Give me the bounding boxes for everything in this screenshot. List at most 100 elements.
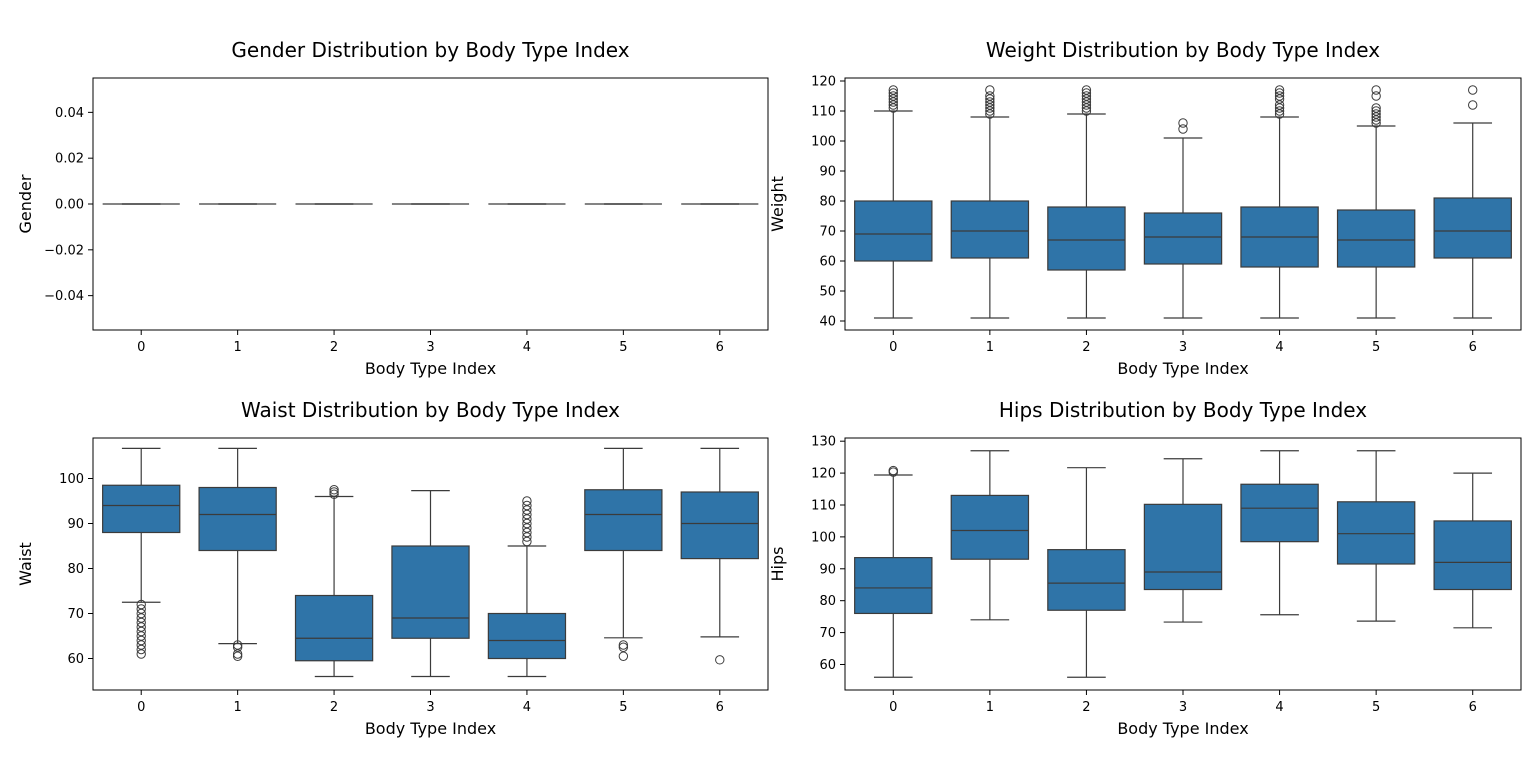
x-tick-label: 5 bbox=[1372, 700, 1380, 715]
chart-panel-0: Gender Distribution by Body Type Index Bo… bbox=[16, 38, 769, 378]
y-tick-label: −0.04 bbox=[44, 289, 84, 304]
outlier-point bbox=[1178, 118, 1188, 128]
y-tick-label: 90 bbox=[819, 165, 836, 180]
plot-area-frame bbox=[92, 437, 769, 691]
iqr-box bbox=[102, 484, 181, 534]
x-tick-label: 1 bbox=[986, 700, 994, 715]
outlier-point bbox=[136, 640, 146, 650]
outlier-point bbox=[522, 505, 532, 515]
x-axis-label: Body Type Index bbox=[365, 719, 496, 738]
y-axis-label: Hips bbox=[768, 547, 787, 582]
outlier-point bbox=[136, 617, 146, 628]
plot-area-frame bbox=[844, 77, 1522, 331]
iqr-box bbox=[680, 491, 759, 560]
box-6 bbox=[1433, 472, 1512, 629]
iqr-box bbox=[584, 489, 663, 552]
x-tick-label: 2 bbox=[330, 700, 338, 715]
x-tick-label: 0 bbox=[889, 340, 897, 355]
iqr-box bbox=[391, 545, 470, 639]
outlier-point bbox=[136, 635, 146, 646]
box-6 bbox=[1433, 85, 1512, 319]
box-4 bbox=[487, 496, 567, 678]
outlier-point bbox=[1274, 103, 1285, 113]
outlier-point bbox=[888, 465, 898, 476]
outlier-point bbox=[329, 487, 339, 497]
outlier-point bbox=[232, 642, 243, 652]
outlier-point bbox=[136, 613, 146, 623]
outlier-point bbox=[618, 651, 629, 661]
y-tick-label: 110 bbox=[811, 105, 836, 120]
outlier-point bbox=[136, 622, 146, 632]
outlier-point bbox=[888, 85, 898, 95]
y-tick-label: 70 bbox=[67, 607, 84, 622]
x-tick-label: 2 bbox=[1082, 700, 1090, 715]
chart-panel-1: Weight Distribution by Body Type Index Bo… bbox=[768, 38, 1522, 378]
outlier-point bbox=[985, 106, 995, 116]
box-1 bbox=[950, 450, 1030, 621]
chart-title: Waist Distribution by Body Type Index bbox=[241, 398, 620, 422]
x-axis-label: Body Type Index bbox=[365, 359, 496, 378]
outlier-point bbox=[1274, 85, 1285, 95]
iqr-box bbox=[1336, 501, 1416, 565]
outlier-point bbox=[1371, 106, 1381, 116]
outlier-point bbox=[985, 94, 995, 104]
outlier-point bbox=[1371, 118, 1381, 128]
outlier-point bbox=[1468, 100, 1478, 110]
y-axis-label: Weight bbox=[768, 176, 787, 232]
outlier-point bbox=[1081, 97, 1092, 107]
y-tick-label: 60 bbox=[67, 652, 84, 667]
x-tick-label: 1 bbox=[234, 340, 242, 355]
y-tick-label: 80 bbox=[819, 195, 836, 210]
y-tick-label: 0.02 bbox=[55, 152, 84, 167]
y-tick-label: 0.04 bbox=[55, 106, 84, 121]
outlier-point bbox=[1274, 109, 1285, 119]
box-1 bbox=[198, 447, 277, 661]
box-5 bbox=[1336, 85, 1416, 319]
outlier-point bbox=[1371, 103, 1381, 113]
outlier-point bbox=[1371, 91, 1381, 101]
y-tick-label: 100 bbox=[811, 135, 836, 150]
outlier-point bbox=[1274, 94, 1285, 104]
y-axis-label: Waist bbox=[16, 542, 35, 586]
iqr-box bbox=[1240, 483, 1319, 543]
outlier-point bbox=[136, 608, 146, 619]
y-tick-label: 60 bbox=[819, 658, 836, 673]
x-tick-label: 5 bbox=[619, 700, 627, 715]
y-tick-label: 80 bbox=[819, 594, 836, 609]
outlier-point bbox=[232, 651, 243, 661]
box-0 bbox=[102, 447, 181, 659]
outlier-point bbox=[136, 631, 146, 641]
x-tick-label: 2 bbox=[330, 340, 338, 355]
x-axis-label: Body Type Index bbox=[1117, 719, 1248, 738]
outlier-point bbox=[136, 626, 146, 637]
x-tick-label: 5 bbox=[1372, 340, 1380, 355]
outlier-point bbox=[1081, 100, 1092, 110]
outlier-point bbox=[1178, 124, 1188, 134]
y-tick-label: 70 bbox=[819, 225, 836, 240]
outlier-point bbox=[888, 103, 898, 113]
box-5 bbox=[1336, 450, 1416, 622]
box-4 bbox=[1240, 450, 1319, 616]
y-tick-label: 110 bbox=[811, 498, 836, 513]
box-2 bbox=[1047, 467, 1126, 678]
y-tick-label: 120 bbox=[811, 467, 836, 482]
y-tick-label: 60 bbox=[819, 255, 836, 270]
outlier-point bbox=[888, 94, 898, 104]
x-tick-label: 3 bbox=[426, 700, 434, 715]
outlier-point bbox=[232, 640, 243, 650]
outlier-point bbox=[888, 100, 898, 110]
iqr-box bbox=[1433, 520, 1512, 591]
y-tick-label: 50 bbox=[819, 285, 836, 300]
x-tick-label: 6 bbox=[1469, 340, 1477, 355]
box-1 bbox=[950, 85, 1030, 319]
y-tick-label: −0.02 bbox=[44, 243, 84, 258]
outlier-point bbox=[522, 527, 532, 538]
x-axis-label: Body Type Index bbox=[1117, 359, 1248, 378]
outlier-point bbox=[232, 649, 243, 659]
y-tick-label: 130 bbox=[811, 435, 836, 450]
outlier-point bbox=[985, 85, 995, 95]
chart-panel-2: Waist Distribution by Body Type Index Bod… bbox=[16, 398, 769, 738]
outlier-point bbox=[1081, 88, 1092, 98]
iqr-box bbox=[198, 486, 277, 552]
